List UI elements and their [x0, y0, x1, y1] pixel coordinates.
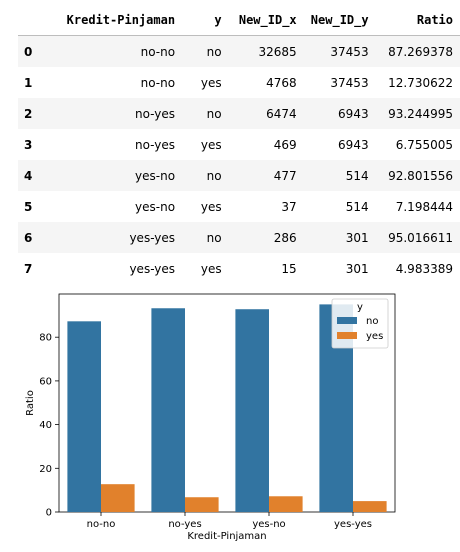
cell-kredit-pinjaman: yes-yes: [129, 230, 176, 245]
cell-kredit-pinjaman: yes-yes: [129, 261, 176, 276]
header-new-id-y: New_ID_y: [303, 4, 376, 36]
cell-new-id-x: 15: [281, 261, 297, 276]
bar-yes-no-yes: [269, 496, 303, 512]
x-tick-label: no-no: [87, 519, 116, 530]
y-tick-label: 0: [46, 508, 52, 519]
cell-new-id-y: 301: [345, 261, 369, 276]
row-index: 2: [24, 106, 33, 121]
cell-ratio: 7.198444: [395, 199, 453, 214]
cell-new-id-y: 514: [345, 168, 369, 183]
table-row: 7 yes-yes yes 15 301 4.983389: [18, 253, 460, 284]
row-index: 1: [24, 75, 33, 90]
header-new-id-x: New_ID_x: [228, 4, 304, 36]
plot-frame: [58, 293, 396, 513]
cell-new-id-y: 37453: [330, 75, 369, 90]
table-row: 0 no-no no 32685 37453 87.269378: [18, 35, 460, 67]
x-axis: no-no no-yes yes-no yes-yes: [87, 512, 372, 530]
header-index: [18, 4, 57, 36]
cell-new-id-x: 4768: [266, 75, 297, 90]
row-index: 7: [24, 261, 33, 276]
legend-label-no: no: [366, 316, 378, 327]
cell-ratio: 95.016611: [388, 230, 453, 245]
cell-new-id-x: 37: [281, 199, 297, 214]
bar-chart: 0 20 40 60 80 no-no no-yes yes-no yes-yes Kredi…: [0, 286, 460, 548]
cell-new-id-y: 6943: [338, 137, 369, 152]
cell-y: yes: [200, 261, 222, 276]
legend-title: y: [357, 302, 363, 313]
legend: y no yes: [331, 298, 389, 349]
cell-kredit-pinjaman: yes-no: [135, 168, 176, 183]
table-row: 2 no-yes no 6474 6943 93.244995: [18, 98, 460, 129]
cell-new-id-x: 6474: [266, 106, 297, 121]
row-index: 5: [24, 199, 33, 214]
x-tick-label: yes-no: [252, 519, 285, 530]
cell-ratio: 4.983389: [395, 261, 453, 276]
y-axis-label: Ratio: [25, 390, 36, 416]
legend-swatch-no: [337, 317, 357, 324]
cell-ratio: 92.801556: [388, 168, 453, 183]
table-header-row: Kredit-Pinjaman y New_ID_x New_ID_y Rati…: [18, 4, 460, 36]
row-index: 6: [24, 230, 33, 245]
bar-no-yes-no: [151, 308, 185, 512]
bar-no-yes-yes: [185, 497, 219, 512]
y-tick-label: 60: [39, 376, 52, 387]
y-tick-label: 80: [39, 333, 52, 344]
cell-kredit-pinjaman: no-yes: [135, 137, 176, 152]
header-kredit-pinjaman: Kredit-Pinjaman: [56, 4, 183, 36]
y-tick-label: 20: [39, 464, 52, 475]
cell-kredit-pinjaman: no-yes: [135, 106, 176, 121]
table-row: 1 no-no yes 4768 37453 12.730622: [18, 67, 460, 98]
bar-chart-svg: 0 20 40 60 80 no-no no-yes yes-no yes-yes Kredi…: [25, 293, 396, 542]
row-index: 4: [24, 168, 33, 183]
cell-new-id-x: 32685: [258, 44, 297, 59]
dataframe-table: Kredit-Pinjaman y New_ID_x New_ID_y Rati…: [18, 4, 460, 284]
table-row: 6 yes-yes no 286 301 95.016611: [18, 222, 460, 253]
cell-ratio: 6.755005: [395, 137, 453, 152]
cell-ratio: 12.730622: [388, 75, 453, 90]
cell-kredit-pinjaman: no-no: [140, 44, 176, 59]
legend-swatch-yes: [337, 332, 357, 339]
cell-new-id-y: 514: [345, 199, 369, 214]
cell-new-id-y: 6943: [338, 106, 369, 121]
x-axis-label: Kredit-Pinjaman: [187, 531, 266, 542]
x-tick-label: yes-yes: [334, 519, 372, 530]
table-row: 4 yes-no no 477 514 92.801556: [18, 160, 460, 191]
cell-new-id-x: 477: [273, 168, 297, 183]
bar-yes-yes-yes: [353, 501, 387, 512]
cell-y: yes: [200, 75, 222, 90]
cell-y: yes: [200, 137, 222, 152]
cell-new-id-x: 286: [273, 230, 297, 245]
row-index: 3: [24, 137, 33, 152]
cell-new-id-x: 469: [273, 137, 297, 152]
cell-ratio: 87.269378: [388, 44, 453, 59]
table-row: 3 no-yes yes 469 6943 6.755005: [18, 129, 460, 160]
legend-label-yes: yes: [366, 331, 383, 342]
bar-no-no-no: [67, 321, 101, 512]
bar-no-no-yes: [101, 484, 135, 512]
cell-new-id-y: 301: [345, 230, 369, 245]
bar-yes-no-no: [235, 309, 269, 512]
cell-new-id-y: 37453: [330, 44, 369, 59]
cell-kredit-pinjaman: yes-no: [135, 199, 176, 214]
cell-kredit-pinjaman: no-no: [140, 75, 176, 90]
row-index: 0: [24, 44, 33, 59]
cell-y: yes: [200, 199, 222, 214]
header-ratio: Ratio: [375, 4, 460, 36]
y-tick-label: 40: [39, 420, 52, 431]
y-axis: 0 20 40 60 80: [39, 333, 59, 519]
cell-y: no: [206, 106, 222, 121]
cell-y: no: [206, 230, 222, 245]
cell-ratio: 93.244995: [388, 106, 453, 121]
x-tick-label: no-yes: [168, 519, 201, 530]
header-y: y: [182, 4, 229, 36]
table-row: 5 yes-no yes 37 514 7.198444: [18, 191, 460, 222]
cell-y: no: [206, 168, 222, 183]
cell-y: no: [206, 44, 222, 59]
